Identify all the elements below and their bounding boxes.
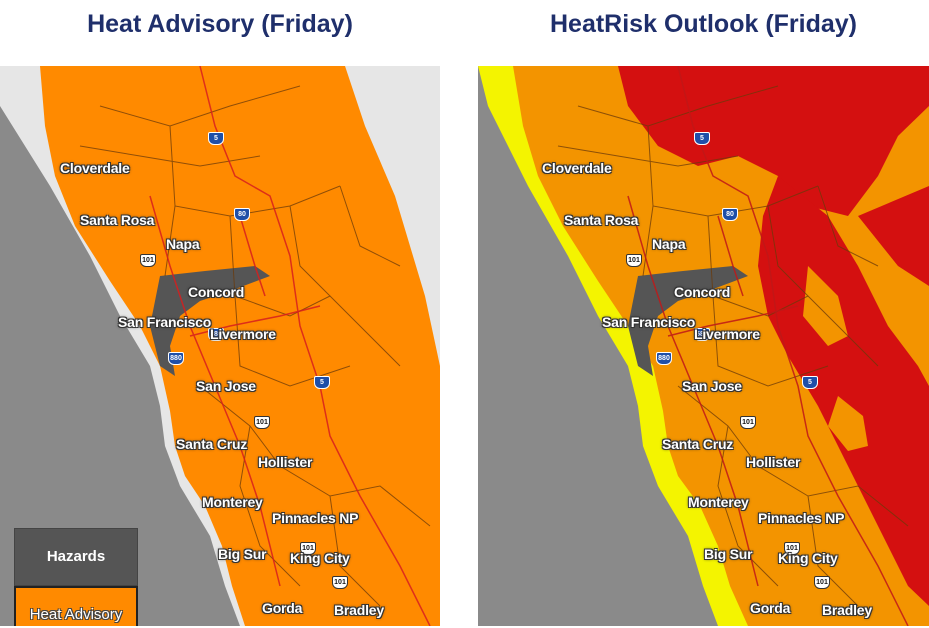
city-label-bradley: Bradley: [822, 602, 872, 618]
city-label-san-francisco: San Francisco: [118, 314, 212, 330]
us-101-shield-south: 101: [740, 416, 756, 429]
city-label-cloverdale: Cloverdale: [60, 160, 130, 176]
heatrisk-outlook-map[interactable]: 5 80 101 580 880 5 101 101 101 Cloverdal…: [478, 66, 929, 626]
city-label-pinnacles-np: Pinnacles NP: [272, 510, 359, 526]
city-label-hollister: Hollister: [746, 454, 801, 470]
city-label-pinnacles-np: Pinnacles NP: [758, 510, 845, 526]
city-label-king-city: King City: [290, 550, 350, 566]
city-label-san-jose: San Jose: [196, 378, 256, 394]
us-101-shield-bradley: 101: [332, 576, 348, 589]
us-101-shield-king-city: 101: [300, 542, 316, 555]
interstate-5-south-shield: 5: [314, 376, 330, 389]
city-label-santa-rosa: Santa Rosa: [564, 212, 639, 228]
city-label-bradley: Bradley: [334, 602, 384, 618]
city-label-san-jose: San Jose: [682, 378, 742, 394]
interstate-880-shield: 880: [168, 352, 184, 365]
city-label-livermore: Livermore: [210, 326, 276, 342]
city-label-gorda: Gorda: [262, 600, 303, 616]
city-label-cloverdale: Cloverdale: [542, 160, 612, 176]
city-label-gorda: Gorda: [750, 600, 791, 616]
city-label-san-francisco: San Francisco: [602, 314, 696, 330]
city-label-concord: Concord: [188, 284, 245, 300]
city-label-santa-cruz: Santa Cruz: [662, 436, 734, 452]
interstate-5-shield: 5: [694, 132, 710, 145]
right-panel-title: HeatRisk Outlook (Friday): [550, 10, 857, 38]
city-label-hollister: Hollister: [258, 454, 313, 470]
interstate-580-shield: 580: [694, 328, 710, 341]
us-101-shield-south: 101: [254, 416, 270, 429]
city-label-santa-cruz: Santa Cruz: [176, 436, 248, 452]
interstate-5-south-shield: 5: [802, 376, 818, 389]
us-101-shield: 101: [140, 254, 156, 267]
city-label-big-sur: Big Sur: [704, 546, 753, 562]
city-label-monterey: Monterey: [688, 494, 749, 510]
city-label-big-sur: Big Sur: [218, 546, 267, 562]
city-label-monterey: Monterey: [202, 494, 263, 510]
legend-item-heat-advisory: Heat Advisory: [14, 586, 138, 626]
us-101-shield-king-city: 101: [784, 542, 800, 555]
us-101-shield-bradley: 101: [814, 576, 830, 589]
interstate-580-shield: 580: [208, 328, 224, 341]
interstate-5-shield: 5: [208, 132, 224, 145]
city-label-napa: Napa: [166, 236, 200, 252]
legend-header: Hazards: [14, 528, 138, 586]
heat-advisory-basemap: [0, 66, 440, 626]
city-label-king-city: King City: [778, 550, 838, 566]
interstate-80-shield: 80: [722, 208, 738, 221]
heat-advisory-map[interactable]: 5 80 101 580 880 5 101 101 101 Cloverdal…: [0, 66, 440, 626]
city-label-livermore: Livermore: [694, 326, 760, 342]
interstate-880-shield: 880: [656, 352, 672, 365]
city-label-napa: Napa: [652, 236, 686, 252]
city-label-santa-rosa: Santa Rosa: [80, 212, 155, 228]
heatrisk-basemap: [478, 66, 929, 626]
left-panel-title: Heat Advisory (Friday): [87, 10, 353, 38]
us-101-shield: 101: [626, 254, 642, 267]
hazards-legend: Hazards Heat Advisory: [14, 528, 138, 626]
interstate-80-shield: 80: [234, 208, 250, 221]
city-label-concord: Concord: [674, 284, 731, 300]
